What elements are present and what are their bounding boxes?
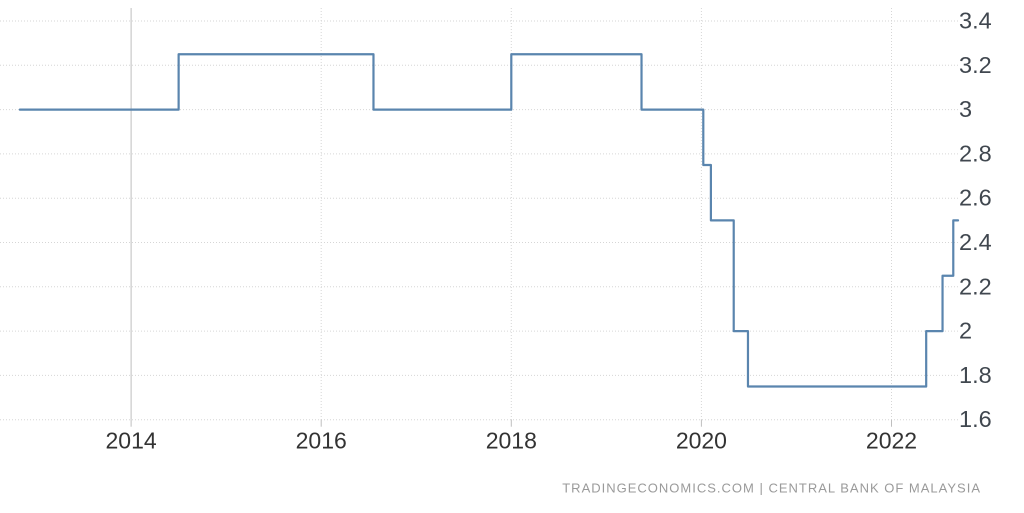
svg-text:2014: 2014 bbox=[106, 428, 157, 454]
svg-text:2.8: 2.8 bbox=[959, 140, 992, 166]
svg-text:2.6: 2.6 bbox=[959, 185, 992, 211]
svg-text:2.4: 2.4 bbox=[959, 229, 992, 255]
svg-text:TRADINGECONOMICS.COM | CENTRAL: TRADINGECONOMICS.COM | CENTRAL BANK OF M… bbox=[562, 481, 981, 496]
svg-text:2.2: 2.2 bbox=[959, 273, 992, 299]
svg-text:1.8: 1.8 bbox=[959, 362, 992, 388]
svg-text:3: 3 bbox=[959, 96, 972, 122]
svg-text:3.2: 3.2 bbox=[959, 52, 992, 78]
svg-text:2016: 2016 bbox=[296, 428, 347, 454]
svg-text:3.4: 3.4 bbox=[959, 8, 992, 34]
svg-text:2020: 2020 bbox=[676, 428, 727, 454]
svg-text:1.6: 1.6 bbox=[959, 406, 992, 432]
svg-text:2022: 2022 bbox=[866, 428, 917, 454]
svg-text:2: 2 bbox=[959, 318, 972, 344]
svg-text:2018: 2018 bbox=[486, 428, 537, 454]
